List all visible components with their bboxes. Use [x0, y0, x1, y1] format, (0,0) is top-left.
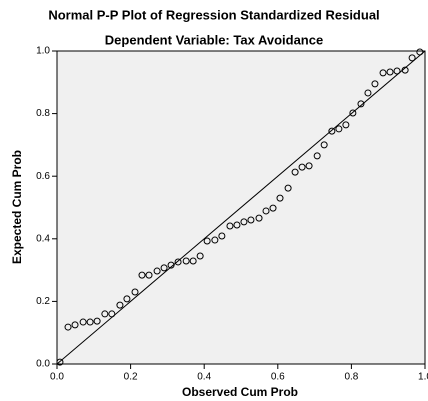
x-tick-label: 0.0: [50, 372, 64, 383]
x-axis-label: Observed Cum Prob: [182, 385, 298, 399]
x-tick-label: 0.6: [271, 372, 285, 383]
y-tick-label: 0.2: [36, 296, 50, 307]
x-tick-label: 0.8: [344, 372, 358, 383]
x-tick-label: 1.0: [418, 372, 428, 383]
y-axis-label: Expected Cum Prob: [10, 150, 24, 264]
chart-title: Normal P-P Plot of Regression Standardiz…: [48, 7, 379, 22]
y-tick-label: 0.6: [36, 171, 50, 182]
y-tick-label: 0.8: [36, 108, 50, 119]
x-tick-label: 0.4: [197, 372, 211, 383]
x-tick-label: 0.2: [124, 372, 138, 383]
y-tick-label: 0.0: [36, 359, 50, 370]
y-tick-label: 0.4: [36, 233, 50, 244]
page: Normal P-P Plot of Regression Standardiz…: [0, 0, 428, 401]
chart: Normal P-P Plot of Regression Standardiz…: [0, 0, 428, 401]
y-tick-label: 1.0: [36, 46, 50, 57]
chart-subtitle: Dependent Variable: Tax Avoidance: [105, 32, 323, 47]
